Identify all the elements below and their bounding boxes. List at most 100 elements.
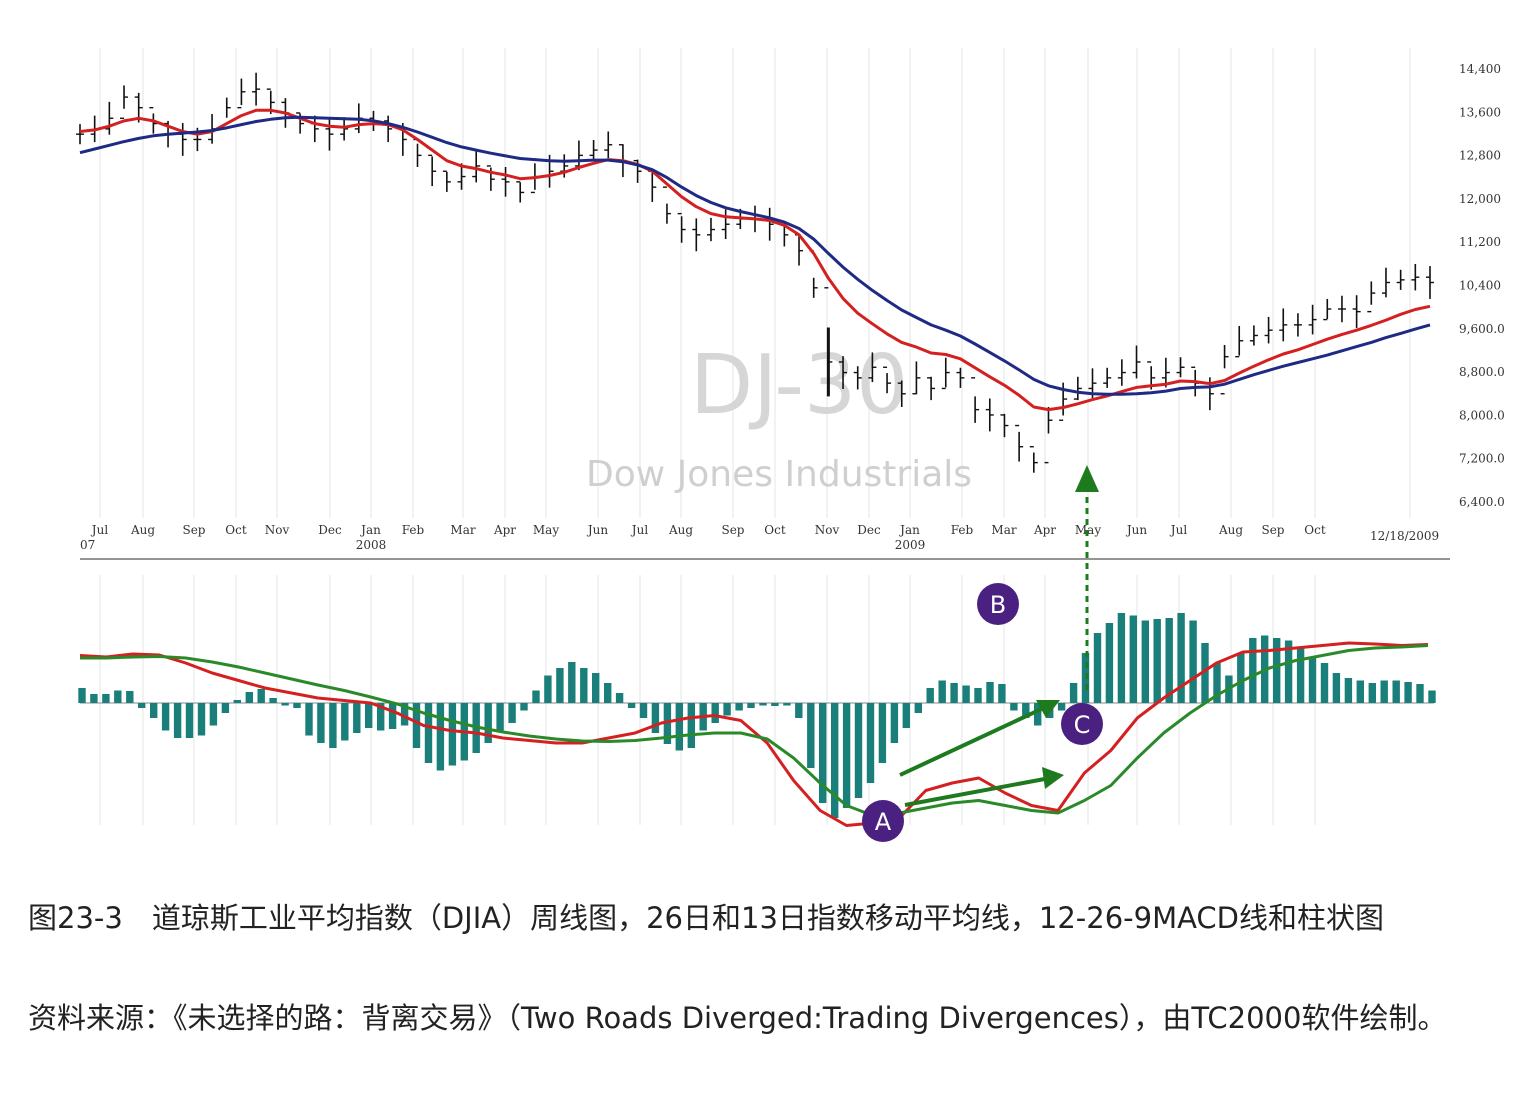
x-tick-label: Aug: [130, 523, 155, 537]
histogram-bar: [675, 703, 683, 751]
price-bar: [1235, 325, 1244, 358]
watermark-name: Dow Jones Industrials: [586, 454, 972, 495]
x-tick-label: Sep: [1261, 523, 1284, 537]
price-bar: [384, 115, 393, 143]
price-bar: [1367, 281, 1376, 313]
y-tick-label: 13,600: [1459, 105, 1501, 119]
year-label: 2008: [356, 538, 387, 552]
arrow-macd-divergence: [904, 776, 1051, 807]
price-bar: [985, 398, 994, 432]
chart-watermark: DJ-30 Dow Jones Industrials: [586, 338, 972, 495]
histogram-bar: [1237, 653, 1245, 703]
price-bar: [1073, 376, 1082, 401]
price-bar: [428, 154, 437, 187]
histogram-bar: [1129, 615, 1137, 703]
histogram-bar: [293, 703, 301, 708]
x-tick-label: Jul: [90, 523, 109, 537]
histogram-bar: [484, 703, 492, 743]
watermark-symbol: DJ-30: [690, 338, 908, 433]
histogram-bar: [1416, 684, 1424, 703]
price-bar: [883, 366, 892, 394]
histogram-bar: [209, 703, 218, 726]
price-bar: [912, 361, 921, 395]
x-tick-label: Jan: [359, 523, 381, 537]
price-bar: [1337, 295, 1346, 323]
histogram-bar: [627, 703, 636, 708]
x-tick-label: Dec: [318, 523, 342, 537]
histogram-bar: [795, 703, 803, 718]
price-bar: [589, 139, 598, 161]
x-tick-label: Dec: [857, 523, 881, 537]
histogram-bar: [1069, 683, 1078, 703]
histogram-bar: [759, 703, 767, 706]
y-tick-label: 8,800.0: [1459, 365, 1505, 379]
x-tick-label: Jul: [1169, 523, 1188, 537]
price-bar: [237, 78, 246, 109]
price-bar: [824, 287, 833, 397]
histogram-bar: [1010, 703, 1018, 711]
histogram-bar: [1296, 648, 1305, 703]
histogram-bar: [950, 683, 958, 703]
histogram-bar: [1428, 690, 1436, 703]
histogram-bar: [365, 703, 373, 728]
price-bar: [340, 117, 349, 141]
ema-lines: [79, 108, 1431, 412]
x-tick-label: Oct: [764, 523, 786, 537]
price-bar: [941, 357, 950, 390]
histogram-bar: [1117, 613, 1126, 703]
year-label: 2009: [895, 538, 926, 552]
histogram-bar: [962, 685, 970, 703]
date-label: 12/18/2009: [1370, 529, 1439, 543]
price-bar: [897, 380, 906, 407]
x-tick-label: Apr: [493, 523, 516, 537]
price-bar: [1103, 367, 1112, 388]
y-tick-label: 10,400: [1459, 279, 1501, 293]
arrowhead-vertical: [1075, 465, 1099, 492]
x-tick-label: Nov: [265, 523, 290, 537]
histogram-bar: [568, 662, 576, 703]
price-bar: [1029, 446, 1038, 473]
x-tick-label: Oct: [1304, 523, 1326, 537]
price-y-axis: 14,400 13,600 12,800 12,000 11,200 10,400 9,60…: [1459, 62, 1505, 509]
x-tick-label: Jul: [630, 523, 649, 537]
histogram-bar: [245, 692, 253, 703]
histogram-bar: [615, 693, 624, 703]
price-bar: [662, 186, 671, 224]
histogram-bar: [974, 688, 982, 703]
ema13-line: [79, 108, 1431, 412]
histogram-bar: [663, 703, 672, 744]
x-tick-label: Sep: [182, 523, 205, 537]
price-bar: [457, 163, 466, 190]
price-bar: [472, 149, 481, 183]
histogram-bar: [508, 703, 516, 723]
y-tick-label: 7,200.0: [1459, 452, 1505, 466]
price-bar: [1176, 357, 1185, 378]
arrowhead-histogram: [1036, 700, 1060, 718]
histogram-bar: [878, 703, 887, 763]
histogram-bar: [317, 703, 325, 743]
histogram-bar: [1213, 663, 1221, 703]
arrow-histogram-divergence: [899, 703, 1051, 777]
x-tick-label: Feb: [951, 523, 974, 537]
price-bar: [765, 207, 774, 241]
price-bar: [574, 140, 583, 171]
histogram-bar: [1380, 680, 1388, 703]
histogram-bar: [377, 703, 385, 731]
histogram-bar: [747, 703, 755, 708]
y-tick-label: 11,200: [1459, 235, 1501, 249]
histogram-bar: [496, 703, 504, 731]
histogram-bar: [604, 683, 612, 703]
price-bar: [1293, 313, 1302, 337]
histogram-bar: [412, 703, 421, 748]
year-label: 07: [80, 538, 95, 552]
histogram-bar: [1404, 682, 1412, 703]
histogram-bar: [1392, 680, 1400, 703]
macd-histogram: [78, 613, 1436, 818]
histogram-bar: [1177, 613, 1185, 703]
price-bar: [1220, 345, 1229, 395]
ema26-line: [79, 115, 1431, 396]
vertical-gridlines: [99, 48, 1411, 825]
histogram-bar: [78, 688, 86, 703]
histogram-bar: [126, 691, 134, 703]
histogram-bar: [854, 703, 863, 798]
